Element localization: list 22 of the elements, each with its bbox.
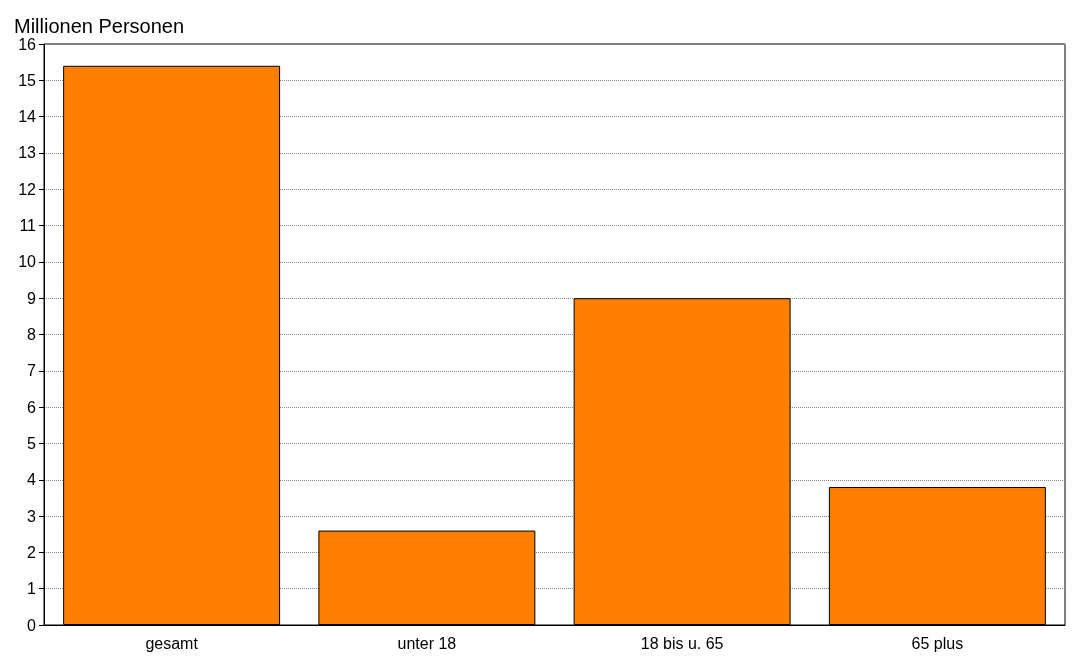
y-tick-label: 10 bbox=[18, 253, 37, 271]
x-tick-label: gesamt bbox=[145, 634, 199, 652]
y-tick-label: 5 bbox=[27, 434, 37, 452]
y-tick-label: 3 bbox=[27, 507, 37, 525]
y-tick-label: 1 bbox=[27, 580, 37, 598]
y-tick-label: 15 bbox=[18, 71, 37, 89]
y-tick-label: 14 bbox=[18, 108, 37, 126]
y-tick-label: 12 bbox=[18, 180, 37, 198]
y-tick-label: 13 bbox=[18, 144, 37, 162]
y-tick-label: 4 bbox=[27, 471, 37, 489]
y-tick-label: 16 bbox=[18, 35, 37, 53]
y-axis-title: Millionen Personen bbox=[14, 15, 185, 37]
y-tick-label: 9 bbox=[27, 289, 37, 307]
y-tick-label: 6 bbox=[27, 398, 37, 416]
y-tick-label: 0 bbox=[27, 616, 37, 634]
x-tick-label: unter 18 bbox=[397, 634, 457, 652]
y-tick-label: 2 bbox=[27, 543, 37, 561]
x-tick-label: 65 plus bbox=[911, 634, 964, 652]
x-tick-label: 18 bis u. 65 bbox=[640, 634, 724, 652]
y-tick-label: 7 bbox=[27, 362, 37, 380]
y-tick-label: 11 bbox=[19, 217, 37, 235]
y-tick-label: 8 bbox=[27, 326, 37, 343]
